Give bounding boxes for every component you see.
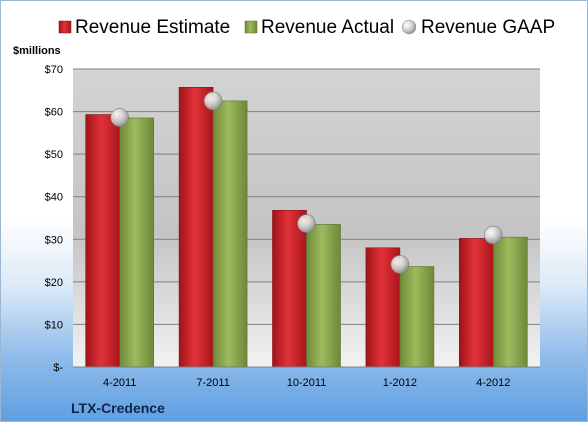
- x-tick-label: 4-2012: [476, 377, 510, 389]
- y-axis-unit-label: $millions: [13, 45, 61, 57]
- bar-revenue-actual: [399, 266, 435, 368]
- y-tick-label: $70: [45, 64, 63, 76]
- y-axis-tick-labels: $- $10 $20 $30 $40 $50 $60 $70: [45, 64, 64, 374]
- y-tick-label: $20: [45, 277, 63, 289]
- legend: Revenue Estimate Revenue Actual Revenue …: [58, 17, 555, 38]
- bar-revenue-actual: [119, 117, 154, 368]
- legend-label-estimate: Revenue Estimate: [75, 17, 230, 38]
- x-tick-label: 1-2012: [383, 377, 417, 389]
- legend-swatch-actual: [244, 20, 258, 34]
- x-tick-label: 7-2011: [196, 377, 229, 389]
- legend-swatch-estimate: [58, 20, 72, 34]
- bar-revenue-actual: [212, 100, 248, 368]
- y-tick-label: $10: [45, 319, 63, 331]
- bar-revenue-estimate: [272, 210, 307, 368]
- legend-label-gaap: Revenue GAAP: [421, 17, 555, 38]
- marker-revenue-gaap: [297, 214, 316, 233]
- marker-revenue-gaap: [483, 225, 503, 245]
- legend-marker-gaap: [401, 19, 417, 35]
- legend-label-actual: Revenue Actual: [261, 17, 394, 38]
- gaap-markers: [110, 91, 503, 274]
- x-axis-tick-labels: 4-2011 7-2011 10-2011 1-2012 4-2012: [103, 377, 510, 389]
- bar-revenue-actual: [306, 224, 341, 368]
- y-tick-label: $-: [53, 362, 63, 374]
- y-tick-label: $50: [45, 149, 63, 161]
- y-tick-label: $30: [45, 234, 63, 246]
- bar-revenue-estimate: [85, 114, 120, 368]
- marker-revenue-gaap: [110, 108, 129, 127]
- bar-revenue-estimate: [458, 238, 494, 368]
- marker-revenue-gaap: [203, 91, 223, 111]
- bar-revenue-estimate: [178, 87, 214, 368]
- marker-revenue-gaap: [390, 255, 410, 274]
- x-tick-label: 4-2011: [103, 377, 136, 389]
- y-tick-label: $40: [45, 192, 63, 204]
- x-tick-label: 10-2011: [287, 377, 327, 389]
- bar-revenue-actual: [492, 236, 528, 368]
- company-name: LTX-Credence: [71, 400, 165, 416]
- y-tick-label: $60: [45, 107, 63, 119]
